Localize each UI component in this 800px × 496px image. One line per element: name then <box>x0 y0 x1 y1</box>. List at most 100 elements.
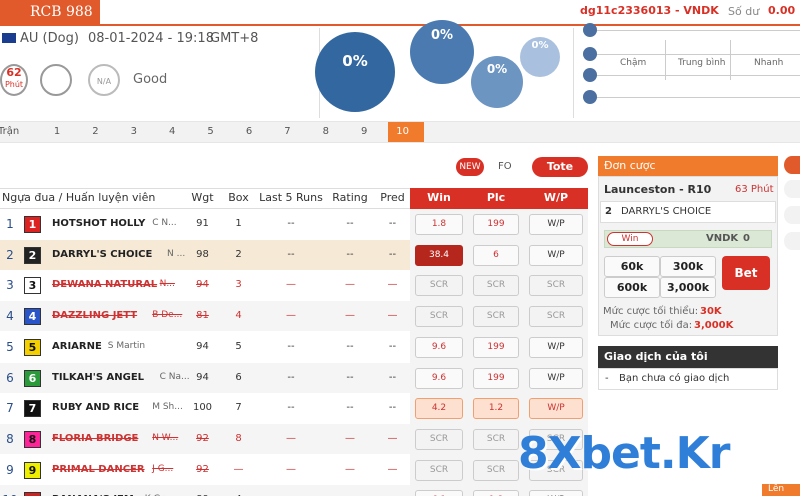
column-header: Last 5 Runs <box>259 191 323 204</box>
odds-button[interactable]: 6 <box>473 244 519 266</box>
slip-amount: 0 <box>743 233 750 244</box>
rug: 9 <box>24 461 41 479</box>
row-stripe <box>0 485 410 496</box>
min-value: 30K <box>700 306 722 317</box>
slider-knob[interactable] <box>583 90 597 104</box>
cell-wgt: 94 <box>196 340 209 352</box>
cell-wgt: 92 <box>196 432 209 444</box>
nav-item[interactable]: 1 <box>53 126 61 137</box>
nav-item[interactable]: 9 <box>361 126 368 137</box>
odds-button[interactable]: 4.2 <box>415 398 463 420</box>
row-highlight <box>0 239 410 270</box>
side-icon[interactable] <box>784 232 800 250</box>
odds-button: SCR <box>473 459 519 481</box>
row-number: 1 <box>6 217 14 231</box>
odds-button[interactable]: 38.4 <box>415 244 463 266</box>
side-icon[interactable] <box>784 180 800 198</box>
horse-name: DARRYL'S CHOICE <box>52 248 153 260</box>
nav-item[interactable]: 3 <box>130 126 137 137</box>
chip-button[interactable]: 3,000k <box>660 277 716 298</box>
trainer: K Gr... <box>145 494 172 496</box>
odds-button[interactable]: W/P <box>529 336 583 358</box>
column-header: Plc <box>486 191 506 204</box>
slip-selection: DARRYL'S CHOICE <box>621 206 712 217</box>
odds-button[interactable]: 1.2 <box>473 398 519 420</box>
slider-knob[interactable] <box>583 23 597 37</box>
tx-dash: - <box>605 373 609 384</box>
chip-button[interactable]: 300k <box>660 256 716 277</box>
nav-item[interactable]: 7 <box>284 126 291 137</box>
horse-name: BANANA'S JEM <box>52 494 134 496</box>
bubble-label: 0% <box>430 28 454 43</box>
max-label: Mức cược tối đa: <box>610 320 693 331</box>
horse-name: HOTSHOT HOLLY <box>52 218 146 229</box>
nav-item[interactable]: 6 <box>245 126 253 137</box>
trainer: C Na... <box>159 371 190 382</box>
side-icon[interactable] <box>784 206 800 224</box>
horse-name: FLORIA BRIDGE <box>52 432 139 444</box>
odds-button[interactable]: 6.1 <box>415 490 463 496</box>
max-value: 3,000K <box>694 320 734 331</box>
slip-sel-box <box>600 201 776 223</box>
slider-tick <box>665 40 666 80</box>
side-icon[interactable] <box>784 156 800 174</box>
odds-button[interactable]: W/P <box>529 490 583 496</box>
odds-button: SCR <box>415 306 463 328</box>
table-header-bg <box>0 188 588 209</box>
slider-line <box>590 97 800 98</box>
odds-button[interactable]: W/P <box>529 214 583 235</box>
odds-button[interactable]: 1.8 <box>415 214 463 235</box>
cell-box: 1 <box>235 218 242 229</box>
nav-item[interactable]: 8 <box>322 126 329 137</box>
nav-item[interactable]: 5 <box>207 126 214 137</box>
balance: 0.00 <box>768 4 796 17</box>
odds-button: SCR <box>529 306 583 328</box>
trainer: S Martin <box>107 340 146 351</box>
toggle-fo[interactable]: FO <box>498 161 512 172</box>
slider-knob[interactable] <box>583 47 597 61</box>
cell-rating: -- <box>346 218 354 229</box>
rug: 10 <box>24 492 41 496</box>
odds-button[interactable]: 9.6 <box>415 336 463 358</box>
bet-button[interactable]: Bet <box>722 256 770 290</box>
row-stripe <box>0 362 410 393</box>
toggle-new[interactable]: NEW <box>456 158 484 176</box>
nav-item[interactable]: 4 <box>169 126 176 137</box>
odds-button[interactable]: 9.6 <box>415 367 463 389</box>
bubble-label: 0% <box>531 40 549 51</box>
cell-rating: -- <box>346 248 354 260</box>
slider-line <box>590 30 800 31</box>
cell-rating: — <box>345 310 355 322</box>
cell-box: 5 <box>235 340 242 352</box>
cell-rating: — <box>345 279 355 291</box>
cell-box: 7 <box>235 402 242 414</box>
slip-type: Win <box>607 232 653 246</box>
nav-item[interactable]: 2 <box>92 126 99 137</box>
chip-button[interactable]: 60k <box>604 256 660 277</box>
row-number: 7 <box>6 401 14 416</box>
bubble-label: 0% <box>342 52 368 70</box>
row-stripe <box>0 301 410 332</box>
odds-button[interactable]: 199 <box>473 336 519 358</box>
bubble: 0% <box>520 37 560 77</box>
rug: 1 <box>24 216 41 233</box>
slider-knob[interactable] <box>583 68 597 82</box>
cell-last5: -- <box>287 248 295 260</box>
odds-button[interactable]: 199 <box>473 367 519 389</box>
odds-button[interactable]: W/P <box>529 398 583 420</box>
chip-button[interactable]: 600k <box>604 277 660 298</box>
tx-body <box>598 368 778 390</box>
nav-item[interactable]: 10 <box>396 126 409 137</box>
odds-button[interactable]: 1.8 <box>473 490 519 496</box>
toggle-tote[interactable]: Tote <box>532 157 588 177</box>
horse-name: TILKAH'S ANGEL <box>52 371 145 383</box>
cell-last5: -- <box>257 494 325 496</box>
odds-button[interactable]: W/P <box>529 244 583 266</box>
cell-pred: — <box>387 463 398 475</box>
odds-button[interactable]: W/P <box>529 367 583 389</box>
scroll-top[interactable]: Lên <box>762 484 800 496</box>
odds-button[interactable]: 199 <box>473 214 519 235</box>
minutes: 62 <box>6 66 22 79</box>
cell-rating: — <box>345 432 355 444</box>
bubble: 0% <box>471 56 523 108</box>
